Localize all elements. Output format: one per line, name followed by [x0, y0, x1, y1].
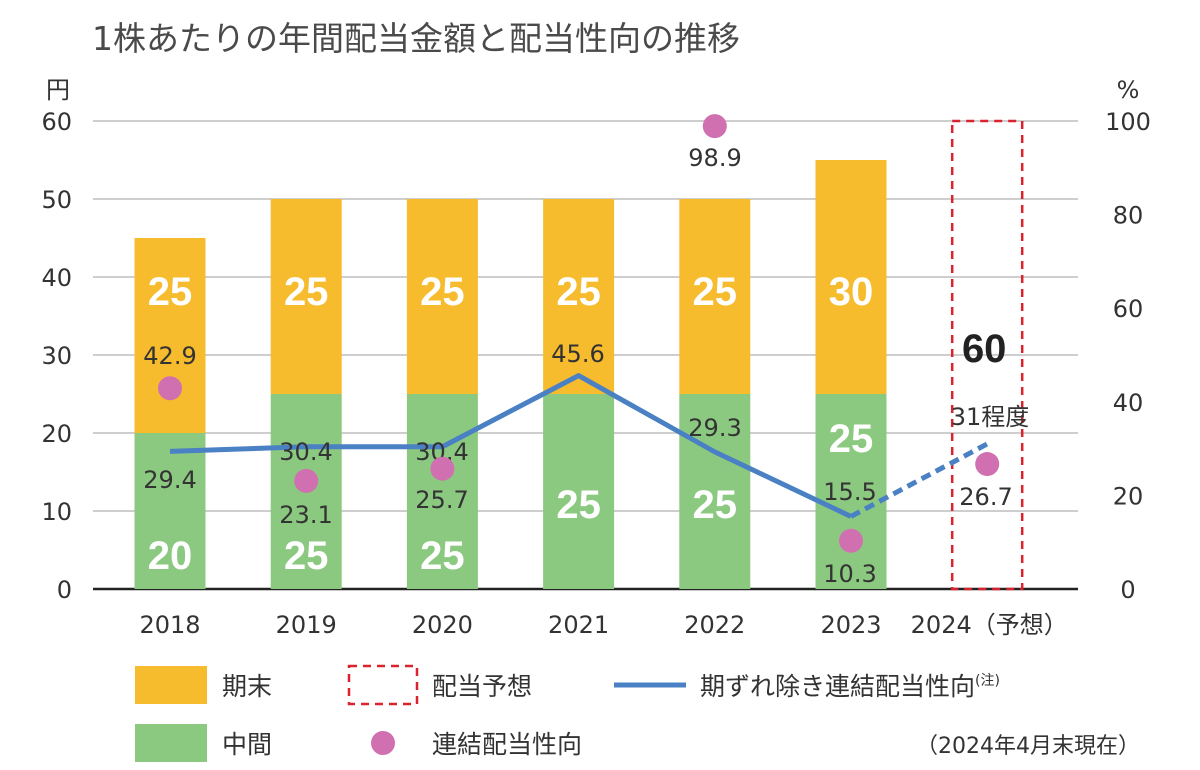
bar-interim-label-2018: 20 — [148, 534, 193, 578]
payout-dot-label-2023: 10.3 — [823, 560, 876, 588]
legend-forecast-label: 配当予想 — [432, 672, 532, 701]
legend-line-text: 期ずれ除き連結配当性向 — [700, 672, 975, 701]
legend-interim-swatch — [135, 724, 207, 762]
right-tick-40: 40 — [1113, 389, 1144, 417]
x-tick-2023: 2023 — [820, 611, 881, 639]
bar-final-2019 — [270, 199, 342, 394]
bar-interim-2020 — [406, 394, 478, 589]
legend-forecast-swatch — [347, 664, 419, 706]
bar-interim-label-2020: 25 — [420, 534, 465, 578]
payout-adjusted-label-2018: 29.4 — [143, 466, 196, 494]
payout-dot-2024（予想） — [975, 452, 1000, 477]
left-tick-20: 20 — [41, 420, 72, 448]
bar-final-label-2023: 30 — [829, 270, 874, 314]
legend: 期末 配当予想 期ずれ除き連結配当性向(注) 中間 連結配当性向 （2024年4… — [135, 664, 1140, 762]
bar-interim-label-2019: 25 — [284, 534, 329, 578]
payout-line-forecast — [849, 441, 989, 519]
payout-dot-label-2020: 25.7 — [415, 486, 468, 514]
bar-final-label-2018: 25 — [148, 270, 193, 314]
payout-dot-2019 — [294, 468, 319, 493]
left-tick-30: 30 — [41, 342, 72, 370]
bar-interim-2023 — [815, 394, 887, 589]
payout-adjusted-label-2021: 45.6 — [551, 340, 604, 368]
left-tick-40: 40 — [41, 264, 72, 292]
bar-final-2022 — [679, 199, 751, 394]
right-tick-60: 60 — [1113, 295, 1144, 323]
x-tick-2020: 2020 — [412, 611, 473, 639]
bar-final-2020 — [406, 199, 478, 394]
payout-dot-label-2018: 42.9 — [143, 342, 196, 370]
bar-final-2018 — [134, 238, 206, 433]
x-tick-2022: 2022 — [684, 611, 745, 639]
x-tick-2019: 2019 — [276, 611, 337, 639]
x-axis-ticks: 2018 2019 2020 2021 2022 2023 2024（予想） — [139, 611, 1067, 639]
legend-line-label: 期ずれ除き連結配当性向(注) — [700, 672, 1000, 701]
x-tick-2018: 2018 — [139, 611, 200, 639]
left-tick-60: 60 — [41, 108, 72, 136]
legend-dot-label: 連結配当性向 — [432, 730, 582, 759]
bar-final-label-2019: 25 — [284, 270, 329, 314]
bar-final-2023 — [815, 160, 887, 394]
right-axis-ticks: 0 20 40 60 80 100 — [1105, 108, 1151, 604]
forecast-group: 60 — [950, 119, 1024, 591]
payout-adjusted-label-2023: 15.5 — [823, 478, 876, 506]
x-tick-2021: 2021 — [548, 611, 609, 639]
right-tick-20: 20 — [1113, 482, 1144, 510]
right-axis-unit: % — [1117, 76, 1140, 104]
payout-dot-label-2022: 98.9 — [688, 144, 741, 172]
payout-consolidated-dots: 42.9 23.1 25.7 98.9 10.3 26.7 — [143, 114, 1013, 588]
bar-final-label-2020: 25 — [420, 270, 465, 314]
legend-final-swatch — [135, 666, 207, 704]
bar-final-label-2022: 25 — [693, 270, 738, 314]
bar-interim-2018 — [134, 433, 206, 589]
right-tick-80: 80 — [1113, 202, 1144, 230]
left-axis-unit: 円 — [46, 76, 70, 104]
bar-interim-label-2023: 25 — [829, 417, 874, 461]
legend-interim-label: 中間 — [222, 730, 272, 759]
left-tick-50: 50 — [41, 186, 72, 214]
right-tick-100: 100 — [1105, 108, 1151, 136]
legend-dot-swatch — [371, 731, 395, 755]
legend-final-label: 期末 — [222, 672, 272, 701]
payout-adjusted-label-2022: 29.3 — [688, 414, 741, 442]
left-tick-0: 0 — [57, 576, 72, 604]
right-tick-0: 0 — [1120, 576, 1135, 604]
payout-dot-2020 — [430, 456, 455, 481]
payout-dot-label-2024（予想）: 26.7 — [959, 483, 1012, 511]
payout-dot-label-2019: 23.1 — [279, 501, 332, 529]
x-tick-2024（予想）: 2024（予想） — [911, 611, 1068, 639]
forecast-total-label: 60 — [962, 327, 1007, 371]
left-axis-ticks: 0 10 20 30 40 50 60 — [41, 108, 72, 604]
left-tick-10: 10 — [41, 498, 72, 526]
bar-final-2021 — [543, 199, 615, 394]
payout-dot-2023 — [839, 528, 863, 553]
bar-interim-label-2021: 25 — [556, 483, 601, 527]
legend-line-note: (注) — [975, 673, 1000, 689]
bar-final-label-2021: 25 — [556, 270, 601, 314]
payout-line-solid — [169, 373, 853, 519]
bar-interim-2022 — [679, 394, 751, 589]
payout-dot-2022 — [702, 114, 727, 139]
payout-adjusted-label-2024（予想）: 31程度 — [951, 403, 1030, 431]
payout-adjusted-label-2019: 30.4 — [279, 438, 332, 466]
bars: 20 25 25 25 25 25 25 25 25 25 25 30 — [134, 160, 887, 589]
forecast-box — [950, 119, 1024, 591]
chart-title: 1株あたりの年間配当金額と配当性向の推移 — [92, 19, 740, 58]
bar-interim-label-2022: 25 — [693, 483, 738, 527]
payout-dot-2018 — [158, 376, 182, 401]
as-of-note: （2024年4月末現在） — [916, 734, 1140, 759]
bar-interim-2021 — [543, 394, 615, 589]
